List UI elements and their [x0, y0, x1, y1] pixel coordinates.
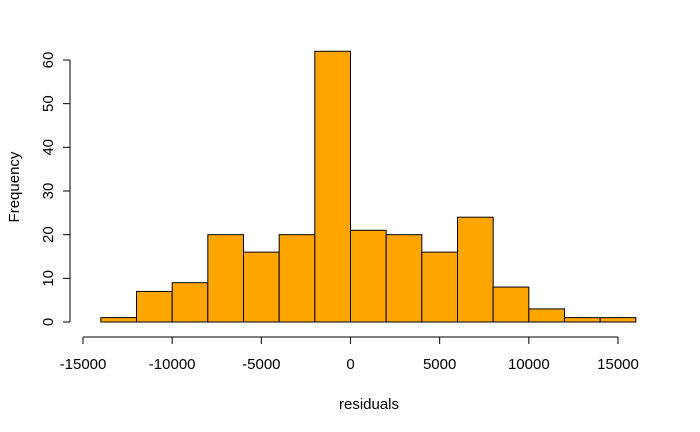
x-tick-label: 15000: [597, 356, 639, 373]
y-tick-label: 10: [40, 270, 57, 287]
histogram-bar: [492, 286, 530, 323]
histogram-bar: [243, 251, 280, 323]
histogram-bar: [314, 50, 351, 323]
y-axis: 0 10 20 30 40 50 60: [40, 52, 71, 326]
y-tick-label: 60: [40, 52, 57, 69]
y-tick-label: 30: [40, 183, 57, 200]
bars-group: [100, 50, 637, 323]
histogram-bar: [385, 234, 423, 323]
x-tick-label: 10000: [508, 356, 550, 373]
x-tick-label: 5000: [423, 356, 456, 373]
y-tick-label: 50: [40, 95, 57, 112]
histogram-bar: [171, 282, 209, 323]
x-axis: -15000 -10000 -5000 0 5000 10000 15000: [60, 336, 639, 373]
histogram-bar: [599, 317, 637, 323]
y-tick-label: 0: [40, 318, 57, 326]
y-axis-label: Frequency: [6, 151, 23, 222]
x-tick-label: 0: [346, 356, 354, 373]
histogram-bar: [207, 234, 244, 323]
histogram-bar: [564, 317, 601, 323]
y-tick-label: 40: [40, 139, 57, 156]
histogram-bar: [136, 290, 173, 323]
y-tick-label: 20: [40, 226, 57, 243]
x-tick-label: -5000: [242, 356, 280, 373]
histogram-bar: [100, 317, 137, 323]
histogram-bar: [457, 216, 494, 323]
histogram-bar: [421, 251, 458, 323]
histogram-bar: [278, 234, 316, 323]
x-axis-label: residuals: [339, 396, 399, 413]
x-tick-label: -10000: [149, 356, 196, 373]
x-tick-label: -15000: [60, 356, 107, 373]
histogram-bar: [528, 308, 566, 323]
histogram-bar: [350, 229, 387, 323]
